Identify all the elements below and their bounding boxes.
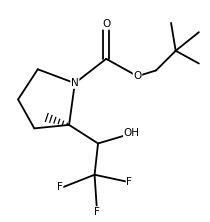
- Text: F: F: [57, 182, 63, 192]
- Text: O: O: [133, 71, 142, 81]
- Text: OH: OH: [124, 128, 140, 138]
- Text: F: F: [126, 177, 132, 187]
- Text: O: O: [102, 19, 110, 29]
- Text: F: F: [94, 207, 100, 217]
- Text: N: N: [71, 78, 79, 88]
